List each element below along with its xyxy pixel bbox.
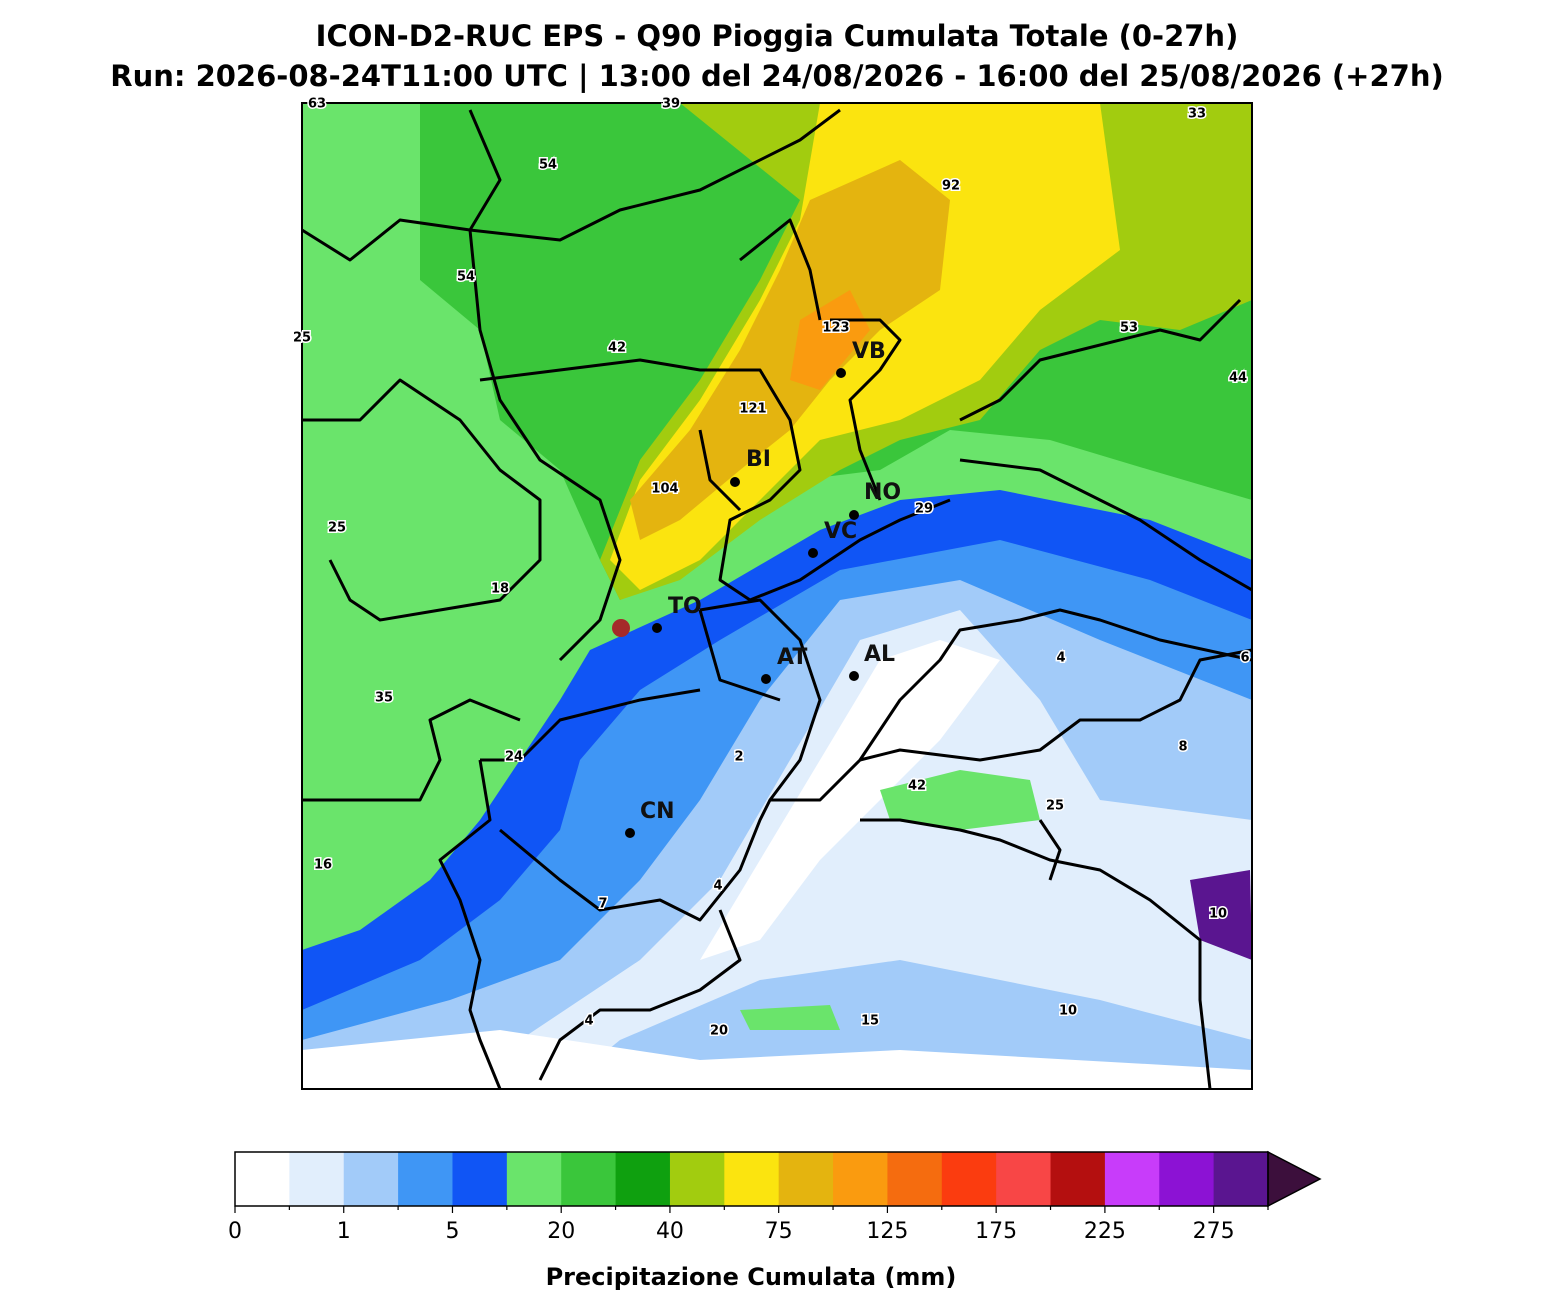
- contour-label: 15: [861, 1014, 879, 1029]
- contour-label: 123: [822, 321, 849, 336]
- contour-label: 8: [1178, 740, 1187, 755]
- colorbar: 0 1 5 20 40 75 125 175 225 275: [228, 1150, 1322, 1244]
- contour-label: 63: [308, 97, 326, 112]
- contour-label: 25: [293, 331, 311, 346]
- contour-label: 6: [1240, 651, 1249, 666]
- colorbar-segment: [615, 1152, 671, 1206]
- contour-label: 54: [457, 270, 475, 285]
- contour-label: 10: [1059, 1004, 1077, 1019]
- contour-label: 16: [314, 858, 332, 873]
- contour-label: 24: [505, 750, 523, 765]
- colorbar-segment: [941, 1152, 997, 1206]
- colorbar-tick-label: 125: [866, 1219, 908, 1244]
- subtitle: Run: 2026-08-24T11:00 UTC | 13:00 del 24…: [110, 59, 1444, 93]
- colorbar-segment: [1104, 1152, 1160, 1206]
- city-label: TO: [668, 594, 702, 619]
- contour-label: 42: [608, 341, 626, 356]
- contour-label: 4: [713, 879, 722, 894]
- contour-label: 25: [328, 521, 346, 536]
- city-label: VC: [824, 519, 857, 544]
- colorbar-label: Precipitazione Cumulata (mm): [546, 1263, 957, 1291]
- contour-label: 44: [1229, 371, 1247, 386]
- colorbar-tick-label: 1: [337, 1219, 351, 1244]
- title: ICON-D2-RUC EPS - Q90 Pioggia Cumulata T…: [316, 19, 1239, 53]
- colorbar-segment: [398, 1152, 453, 1206]
- colorbar-tick-label: 20: [547, 1219, 575, 1244]
- contour-label: 121: [739, 402, 766, 417]
- map-frame: [301, 102, 1253, 1090]
- city-label: VB: [852, 339, 886, 364]
- colorbar-segment: [996, 1152, 1052, 1206]
- colorbar-segment: [724, 1152, 780, 1206]
- colorbar-tick-label: 0: [228, 1219, 242, 1244]
- colorbar-segment: [778, 1152, 834, 1206]
- colorbar-extend: [1267, 1150, 1322, 1208]
- colorbar-segment: [1050, 1152, 1106, 1206]
- contour-label: 39: [662, 97, 680, 112]
- colorbar-frame: [234, 1151, 1269, 1207]
- colorbar-tick-label: 225: [1084, 1219, 1126, 1244]
- colorbar-tick-label: 275: [1193, 1219, 1235, 1244]
- contour-label: 25: [1046, 799, 1064, 814]
- colorbar-tick-label: 40: [656, 1219, 684, 1244]
- contour-label: 4: [584, 1014, 593, 1029]
- contour-label: 53: [1120, 321, 1138, 336]
- contour-label: 35: [375, 691, 393, 706]
- contour-label: 33: [1188, 107, 1206, 122]
- city-label: NO: [864, 480, 901, 505]
- contour-label: 4: [1056, 651, 1065, 666]
- colorbar-segment: [506, 1152, 562, 1206]
- map: [302, 103, 1252, 1089]
- colorbar-segment: [833, 1152, 888, 1206]
- contour-label: 2: [734, 750, 743, 765]
- colorbar-segment: [1213, 1152, 1269, 1206]
- colorbar-segment: [1159, 1152, 1215, 1206]
- city-label: AL: [864, 642, 895, 667]
- contour-label: 18: [491, 582, 509, 597]
- contour-label: 20: [710, 1024, 728, 1039]
- colorbar-segment: [343, 1152, 399, 1206]
- city-label: CN: [640, 799, 675, 824]
- contour-label: 92: [942, 179, 960, 194]
- colorbar-tick-label: 5: [445, 1219, 459, 1244]
- contour-label: 7: [598, 897, 607, 912]
- colorbar-segment: [289, 1152, 345, 1206]
- city-label: BI: [746, 447, 771, 472]
- city-markers: [612, 368, 859, 838]
- contour-label: 10: [1209, 907, 1227, 922]
- contour-label: 29: [915, 502, 933, 517]
- colorbar-segment: [452, 1152, 508, 1206]
- colorbar-tick-label: 175: [975, 1219, 1017, 1244]
- colorbar-segment: [669, 1152, 725, 1206]
- colorbar-segment: [887, 1152, 943, 1206]
- contour-label: 42: [908, 779, 926, 794]
- colorbar-segment: [561, 1152, 617, 1206]
- colorbar-tick-label: 75: [765, 1219, 793, 1244]
- contour-label: 54: [539, 158, 557, 173]
- colorbar-segment: [235, 1152, 290, 1206]
- contour-label: 104: [651, 482, 678, 497]
- city-label: AT: [777, 645, 807, 670]
